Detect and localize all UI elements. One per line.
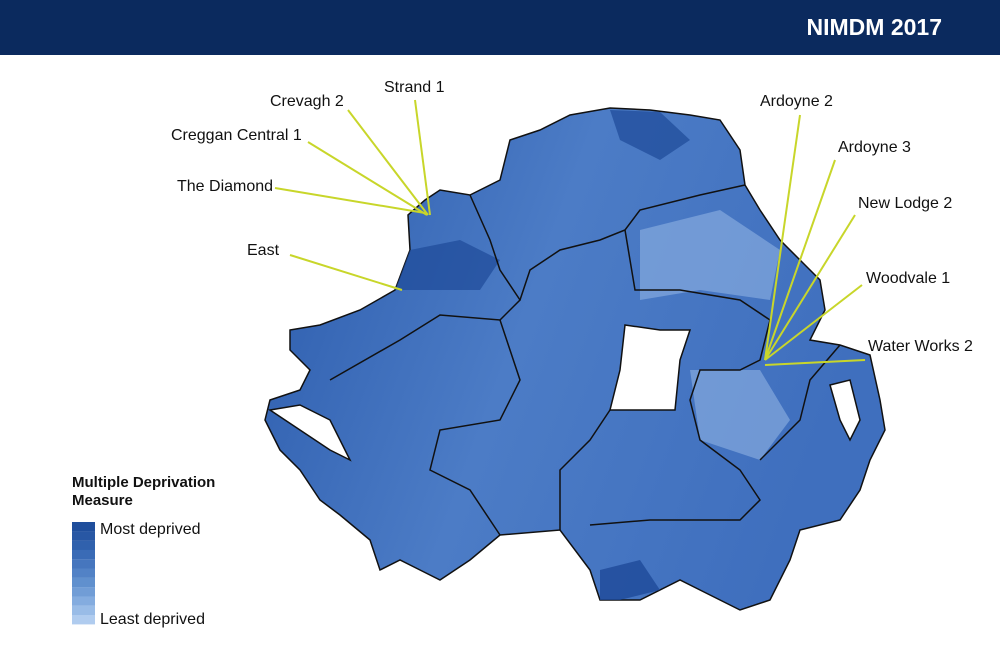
leader-line [347, 109, 429, 216]
area-label: Crevagh 2 [270, 93, 344, 110]
boundary [589, 229, 771, 526]
area-label: Strand 1 [384, 79, 445, 96]
legend-swatch [72, 615, 95, 625]
dark-patch [600, 560, 660, 600]
leader-line [414, 99, 431, 216]
legend-swatch [72, 559, 95, 569]
legend-swatch [72, 577, 95, 588]
leader-line [274, 187, 426, 214]
legend-swatch [72, 587, 95, 597]
legend-swatch [72, 549, 95, 560]
legend-title: Multiple Deprivation Measure [72, 474, 216, 509]
header-title: NIMDM 2017 [806, 14, 942, 40]
dark-patch [610, 110, 690, 160]
light-patch [690, 370, 790, 460]
area-label: New Lodge 2 [858, 195, 952, 212]
leader-line [289, 254, 403, 291]
lough [829, 379, 861, 442]
area-label: Water Works 2 [868, 338, 973, 355]
land [264, 107, 886, 611]
area-label: Ardoyne 3 [838, 139, 911, 156]
area-label: East [247, 242, 280, 259]
boundary [429, 319, 521, 536]
dark-patch [395, 240, 500, 290]
header-bar: NIMDM 2017 [0, 0, 1000, 55]
light-patch [640, 210, 780, 300]
lough [609, 324, 692, 411]
leader-line [764, 159, 836, 361]
area-label: The Diamond [177, 178, 273, 195]
legend-swatch [72, 540, 95, 550]
area-label: Woodvale 1 [866, 270, 950, 287]
legend-least: Least deprived [100, 611, 205, 628]
leader-line [764, 284, 863, 361]
leader-line [764, 359, 866, 366]
leader-line [307, 141, 428, 216]
legend-swatch [72, 531, 95, 541]
leader-line [764, 114, 801, 361]
legend-most: Most deprived [100, 521, 201, 538]
area-label: Ardoyne 2 [760, 93, 833, 110]
lough [268, 404, 352, 462]
leader-line [764, 214, 856, 361]
legend-swatch [72, 568, 95, 578]
area-label: Creggan Central 1 [171, 127, 302, 144]
legend-swatch [72, 605, 95, 616]
boundary [559, 409, 611, 530]
boundary [519, 184, 746, 301]
boundary [329, 194, 521, 381]
legend-swatch [72, 596, 95, 606]
legend-swatch [72, 522, 95, 532]
